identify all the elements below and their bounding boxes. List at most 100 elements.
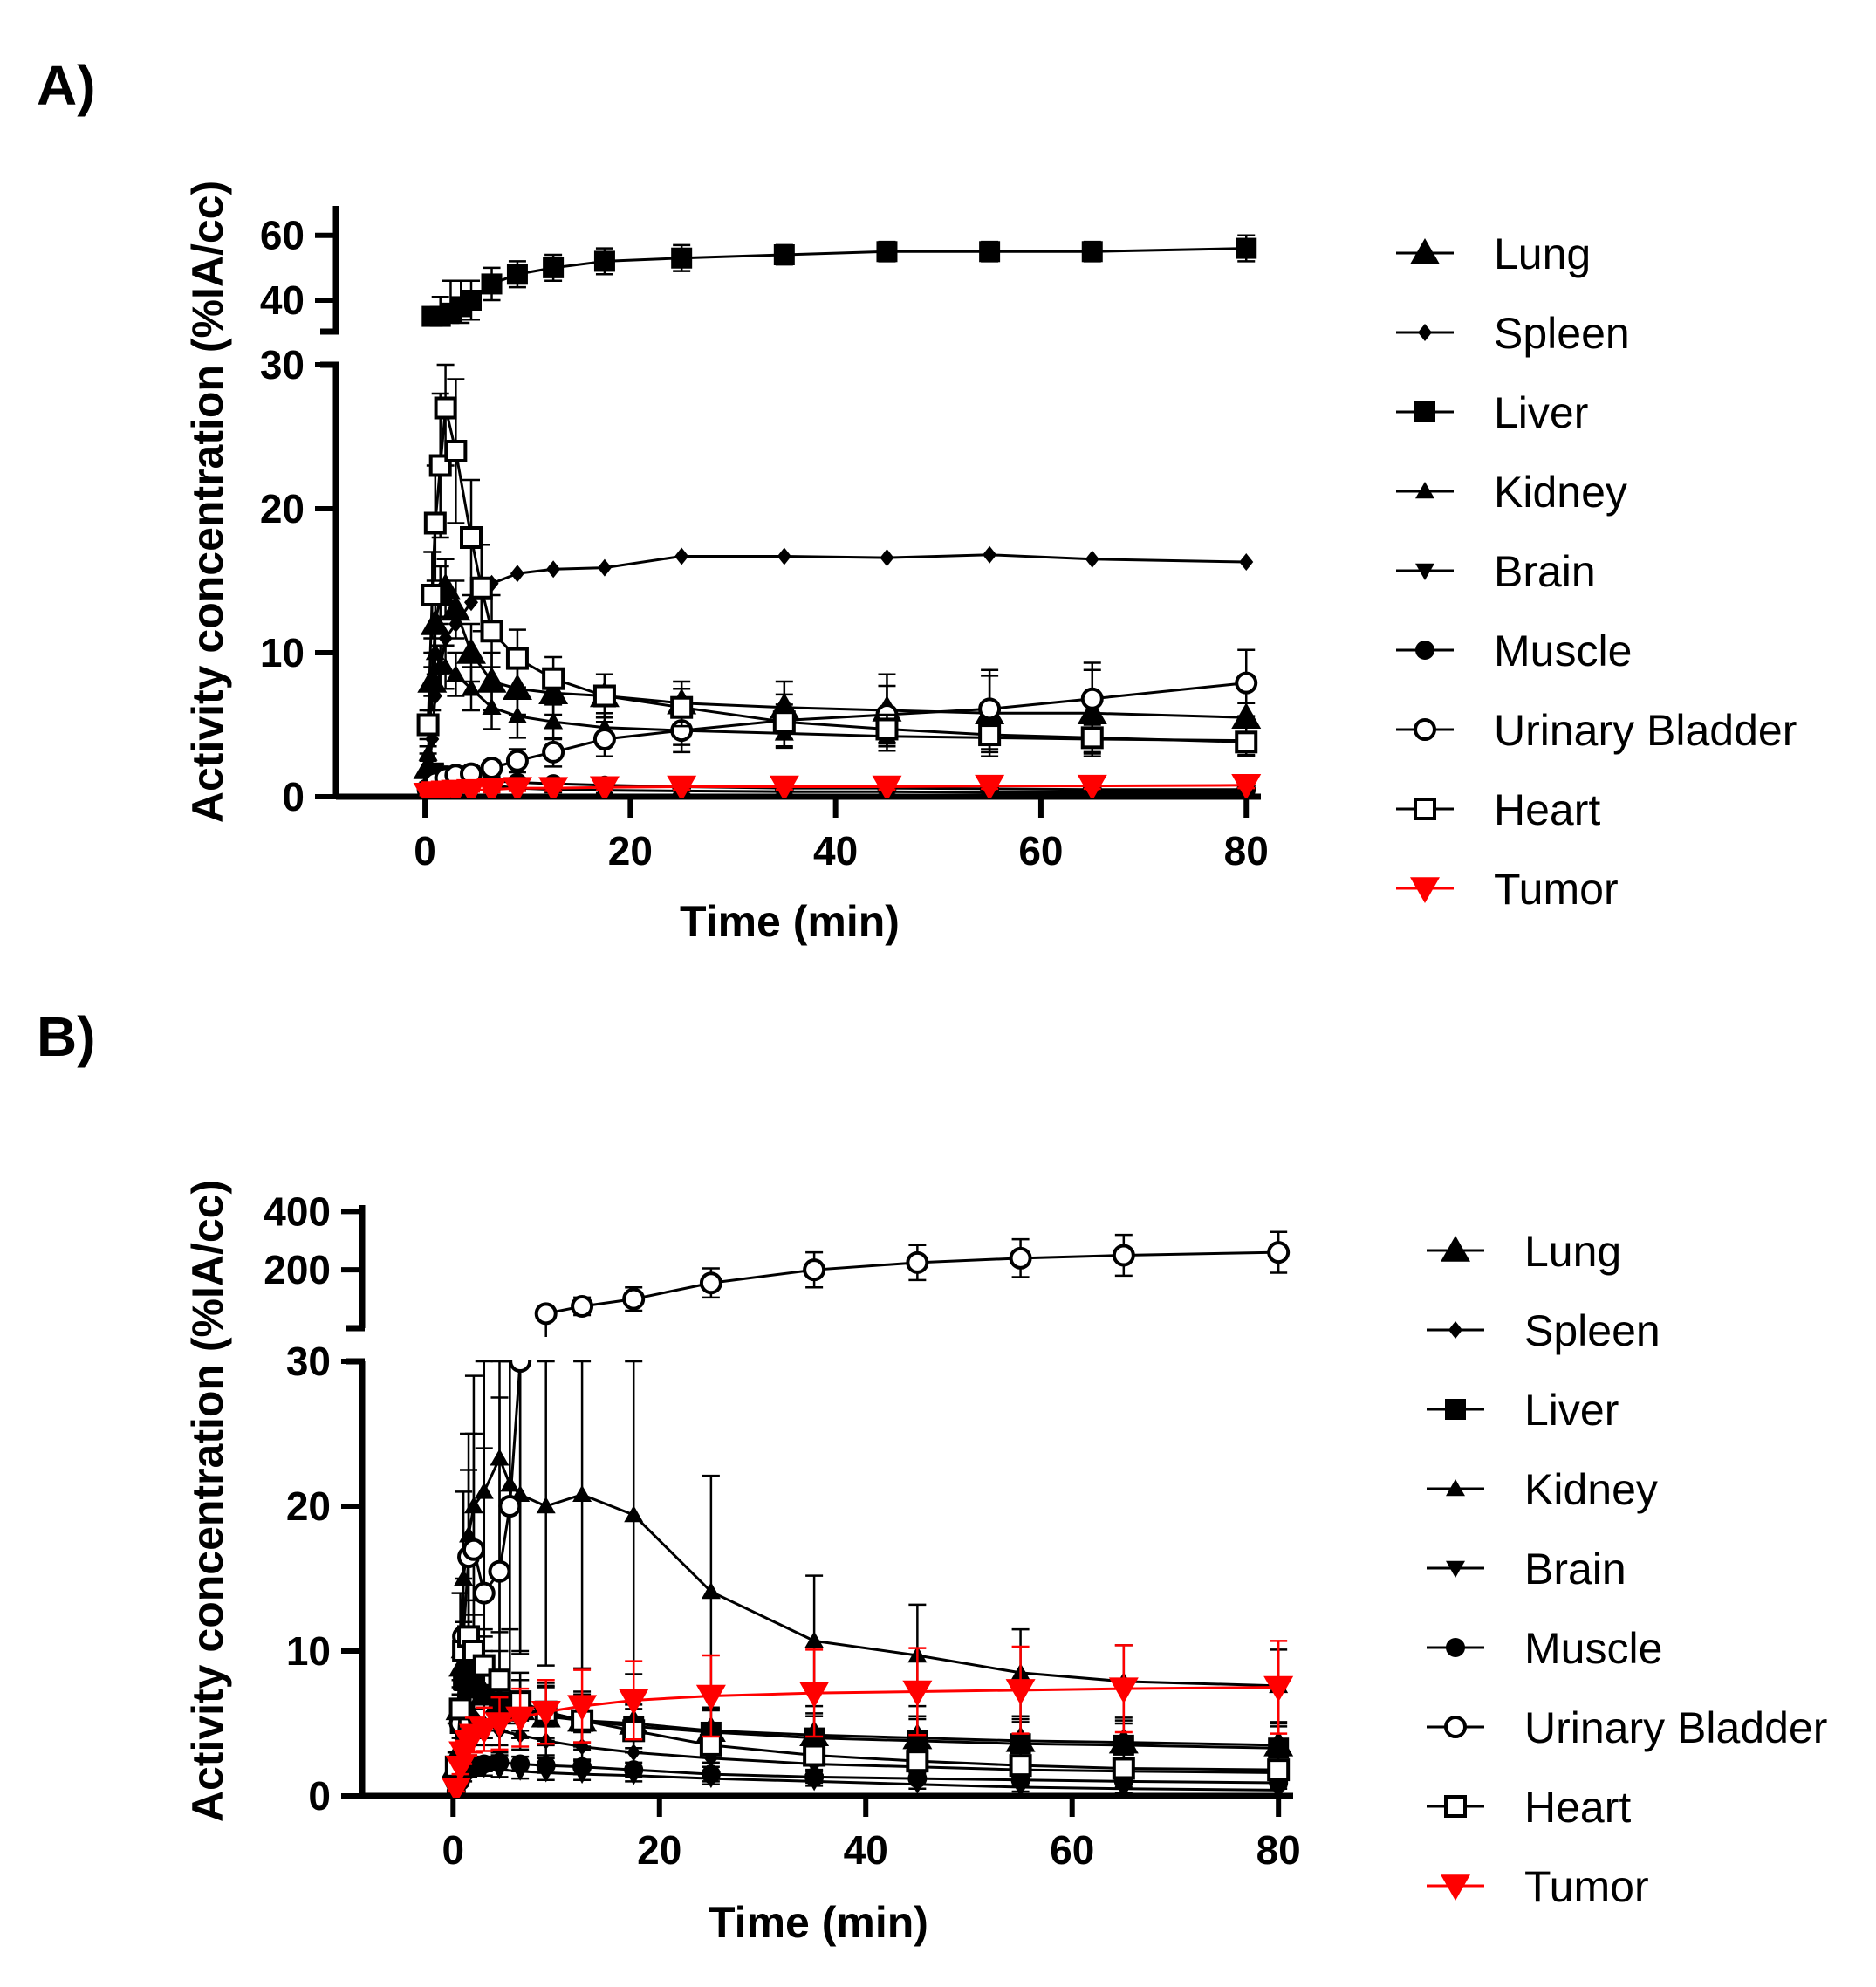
data-point-urinary-bladder (1112, 1244, 1135, 1267)
legend-item-spleen: Spleen (1427, 1306, 1660, 1355)
data-point-tumor (484, 1712, 515, 1738)
series-line-segment (917, 1765, 1021, 1771)
y-tick-label: 20 (286, 1483, 331, 1529)
legend-label: Brain (1524, 1545, 1626, 1593)
series-line-segment (989, 736, 1092, 741)
data-point-urinary-bladder (1235, 671, 1258, 695)
series-line-segment (604, 726, 682, 732)
data-point-tumor (445, 1756, 476, 1782)
x-tick-label: 40 (813, 828, 858, 874)
series-tumor (441, 1640, 1294, 1798)
legend-a: Lung Spleen Liver Kidney Brain Muscle Urinary … (1396, 230, 1797, 914)
data-point-liver (876, 241, 898, 263)
data-point-heart (699, 1733, 722, 1757)
series-line-segment (604, 695, 682, 709)
series-heart (416, 363, 1258, 758)
legend-label: Lung (1524, 1227, 1621, 1276)
data-point-tumor (1231, 774, 1262, 798)
legend-label: Kidney (1524, 1465, 1658, 1514)
data-point-urinary-bladder (462, 1538, 485, 1561)
data-point-spleen (1085, 550, 1099, 568)
data-point-heart (1080, 726, 1104, 750)
data-point-heart (906, 1750, 929, 1773)
x-axis-title-b: Time (min) (709, 1898, 928, 1947)
data-point-lung (420, 609, 450, 635)
series-line-segment (581, 1493, 634, 1517)
data-point-heart (460, 526, 483, 549)
series-line-segment (784, 250, 887, 257)
legend-marker-kidney (1446, 1479, 1465, 1497)
y-tick-label: 20 (260, 486, 305, 531)
series-line-segment (1020, 1742, 1124, 1747)
legend-marker-muscle (1415, 641, 1434, 660)
data-point-urinary-bladder (622, 1287, 646, 1311)
series-line-segment (1092, 711, 1247, 719)
series-line-segment (887, 790, 990, 794)
legend-item-liver: Liver (1396, 388, 1588, 437)
data-point-liver (506, 264, 528, 285)
y-tick-label: 10 (286, 1628, 331, 1674)
data-point-lung (456, 638, 486, 664)
series-line-segment (1020, 1687, 1124, 1692)
data-point-urinary-bladder (1080, 687, 1104, 710)
data-point-kidney (701, 1581, 721, 1600)
y-tick-label: 60 (260, 213, 305, 258)
series-line-segment (604, 257, 682, 263)
data-point-tumor (1005, 1679, 1036, 1705)
series-line-segment (1123, 1770, 1279, 1774)
series-tumor (413, 774, 1262, 798)
series-line-segment (989, 697, 1092, 710)
axes-a: 0 20 40 60 80 0 10 20 30 40 60 (260, 206, 1269, 874)
legend-item-urinary-bladder: Urinary Bladder (1396, 706, 1797, 755)
data-point-urinary-bladder (542, 740, 565, 764)
data-point-muscle (474, 1754, 494, 1774)
legend-label: Tumor (1524, 1862, 1649, 1911)
series-line-segment (814, 1689, 918, 1695)
series-line-segment (784, 706, 887, 712)
data-point-urinary-bladder (803, 1258, 826, 1282)
data-point-heart (423, 511, 447, 535)
legend-label: Muscle (1494, 627, 1632, 675)
legend-marker-urinary-bladder (1414, 718, 1436, 741)
legend-label: Spleen (1524, 1306, 1660, 1355)
series-line-segment (633, 1751, 711, 1760)
legend-marker-lung (1410, 238, 1440, 264)
y-tick-label: 30 (286, 1339, 331, 1384)
series-line-segment (917, 1737, 1021, 1743)
data-point-heart (772, 710, 796, 734)
data-point-liver (461, 290, 482, 311)
data-point-tumor (531, 1700, 561, 1727)
legend-label: Urinary Bladder (1524, 1703, 1827, 1752)
data-point-tumor (441, 1777, 471, 1798)
series-line-segment (1020, 1764, 1124, 1770)
series-line-segment (508, 1360, 522, 1507)
data-point-kidney (624, 1504, 644, 1523)
series-line-segment (917, 1759, 1021, 1767)
y-tick-label: 0 (308, 1773, 331, 1819)
legend-label: Lung (1494, 230, 1591, 278)
data-point-tumor (1077, 774, 1107, 798)
data-point-spleen (546, 560, 561, 579)
data-point-heart (488, 1668, 511, 1692)
series-line-segment (917, 1654, 1021, 1675)
data-point-liver (671, 247, 693, 269)
legend-marker-heart (1444, 1795, 1467, 1818)
series-line-segment (710, 1729, 815, 1737)
data-point-tumor (502, 777, 532, 798)
data-point-urinary-bladder (488, 1559, 511, 1583)
series-line-segment (917, 1689, 1021, 1693)
data-point-liver (481, 273, 503, 295)
series-line-segment (814, 1733, 918, 1740)
series-line-segment (784, 720, 887, 730)
data-point-heart (803, 1744, 826, 1767)
data-point-urinary-bladder (978, 697, 1002, 721)
series-line-segment (633, 1729, 712, 1747)
legend-item-spleen: Spleen (1396, 309, 1630, 358)
data-point-tumor (567, 1695, 598, 1722)
legend-label: Tumor (1494, 865, 1619, 914)
x-tick-label: 20 (637, 1827, 681, 1873)
y-tick-label: 10 (260, 630, 305, 675)
series-line-segment (887, 727, 990, 737)
series-line-segment (1020, 1778, 1124, 1783)
legend-item-kidney: Kidney (1396, 468, 1627, 517)
